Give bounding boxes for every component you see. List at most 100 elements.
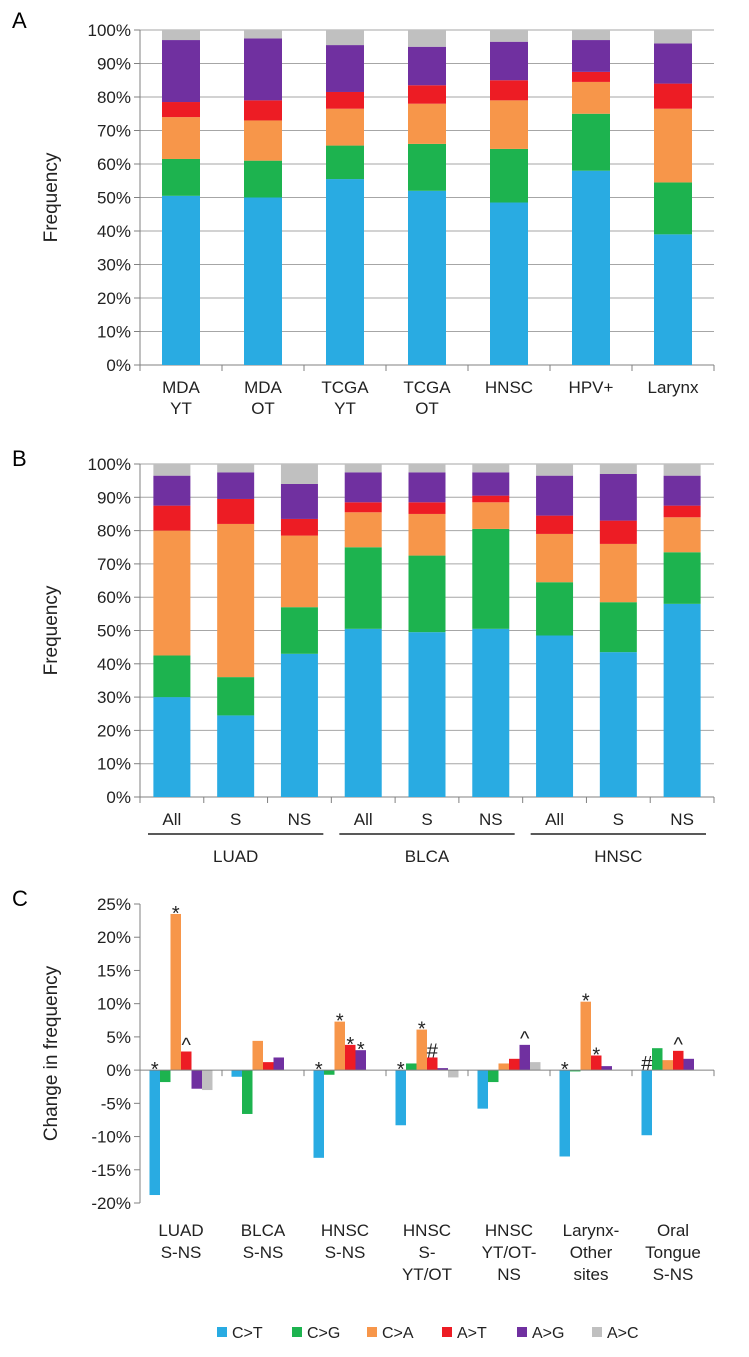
bar-segment: [217, 523, 255, 678]
bar-segment: [153, 697, 191, 797]
bar-segment: [153, 655, 191, 698]
bar-segment: [599, 602, 637, 653]
bar-segment: [408, 632, 446, 797]
bar: [580, 1001, 591, 1071]
significance-marker: #: [641, 1053, 653, 1075]
bar-segment: [280, 653, 318, 797]
bar: [191, 1070, 202, 1089]
bar-segment: [490, 41, 528, 81]
bar: [591, 1055, 602, 1071]
bar-segment: [408, 103, 446, 144]
x-category-label: LUAD: [158, 1221, 203, 1240]
bar: [683, 1058, 694, 1071]
x-category-label: MDA: [244, 378, 282, 397]
bar-segment: [162, 40, 200, 103]
y-tick-label: 5%: [106, 1028, 131, 1047]
y-tick-label: 10%: [97, 995, 131, 1014]
y-tick-label: 50%: [97, 622, 131, 641]
x-category-label: S: [421, 810, 432, 829]
bar: [202, 1070, 213, 1091]
legend: C>T C>G C>A A>T A>G A>C: [217, 1325, 639, 1342]
bar-segment: [153, 475, 191, 506]
bar: [448, 1070, 459, 1078]
bar: [395, 1070, 406, 1126]
bar-segment: [162, 158, 200, 196]
y-tick-label: 70%: [97, 555, 131, 574]
bar: [263, 1062, 274, 1071]
bar-segment: [654, 182, 692, 235]
bar-segment: [162, 195, 200, 365]
bar: [416, 1029, 427, 1071]
bar-segment: [572, 170, 610, 365]
y-tick-label: 80%: [97, 522, 131, 541]
y-tick-label: 100%: [88, 455, 131, 474]
bar-segment: [536, 533, 574, 583]
y-tick-label: 30%: [97, 688, 131, 707]
x-category-label: S: [230, 810, 241, 829]
significance-marker: *: [172, 903, 180, 925]
bar-segment: [244, 38, 282, 101]
bar-segment: [536, 635, 574, 797]
x-category-label: OT: [415, 399, 439, 418]
x-category-label: NS: [288, 810, 312, 829]
x-category-label: All: [162, 810, 181, 829]
significance-marker: *: [561, 1059, 569, 1081]
bar-segment: [280, 464, 318, 484]
x-category-label: All: [354, 810, 373, 829]
y-tick-label: 90%: [97, 488, 131, 507]
bar-segment: [572, 113, 610, 171]
significance-marker: *: [592, 1044, 600, 1066]
x-category-label: BLCA: [241, 1221, 286, 1240]
y-tick-label: 30%: [97, 256, 131, 275]
y-tick-label: 0%: [106, 788, 131, 807]
y-axis-label: Frequency: [41, 152, 62, 242]
y-tick-label: 80%: [97, 88, 131, 107]
bar: [509, 1058, 520, 1071]
bar: [488, 1070, 499, 1083]
x-category-label: S-NS: [325, 1243, 366, 1262]
y-tick-label: -10%: [91, 1128, 131, 1147]
bar-segment: [408, 464, 446, 473]
bar-segment: [663, 505, 701, 518]
bar-segment: [217, 715, 255, 797]
bar-segment: [472, 464, 510, 473]
bar-segment: [599, 520, 637, 544]
legend-swatch: [592, 1327, 602, 1337]
bar: [313, 1070, 324, 1158]
significance-marker: *: [357, 1039, 365, 1061]
bar: [181, 1051, 192, 1071]
bar: [498, 1063, 509, 1071]
y-tick-label: 25%: [97, 895, 131, 914]
bar: [324, 1070, 335, 1075]
bar: [601, 1066, 612, 1071]
y-tick-label: 15%: [97, 961, 131, 980]
bar-segment: [663, 552, 701, 604]
bar: [673, 1050, 684, 1071]
bar-segment: [326, 108, 364, 146]
bar-segment: [408, 555, 446, 633]
bar-segment: [344, 464, 382, 473]
x-category-label: HNSC: [485, 378, 533, 397]
x-category-label: NS: [497, 1265, 521, 1284]
bar-segment: [280, 483, 318, 519]
y-tick-label: 90%: [97, 55, 131, 74]
bar: [345, 1044, 356, 1071]
bar-segment: [162, 117, 200, 159]
x-category-label: S-NS: [653, 1265, 694, 1284]
x-category-label: Other: [570, 1243, 613, 1262]
significance-marker: ^: [520, 1028, 530, 1050]
panel-c-grouped-bar-chart: -20%-15%-10%-5%0%5%10%15%20%25%LUADS-NSB…: [41, 895, 715, 1284]
bar: [160, 1070, 171, 1083]
bar-segment: [536, 515, 574, 534]
x-category-label: OT: [251, 399, 275, 418]
x-category-label: HNSC: [485, 1221, 533, 1240]
bar: [570, 1070, 581, 1072]
bar-segment: [344, 628, 382, 797]
y-tick-label: 60%: [97, 155, 131, 174]
x-category-label: S-NS: [243, 1243, 284, 1262]
bar-segment: [408, 190, 446, 365]
y-tick-label: -5%: [101, 1094, 131, 1113]
bar: [273, 1057, 284, 1071]
x-category-label: S-: [419, 1243, 436, 1262]
significance-marker: *: [315, 1059, 323, 1081]
